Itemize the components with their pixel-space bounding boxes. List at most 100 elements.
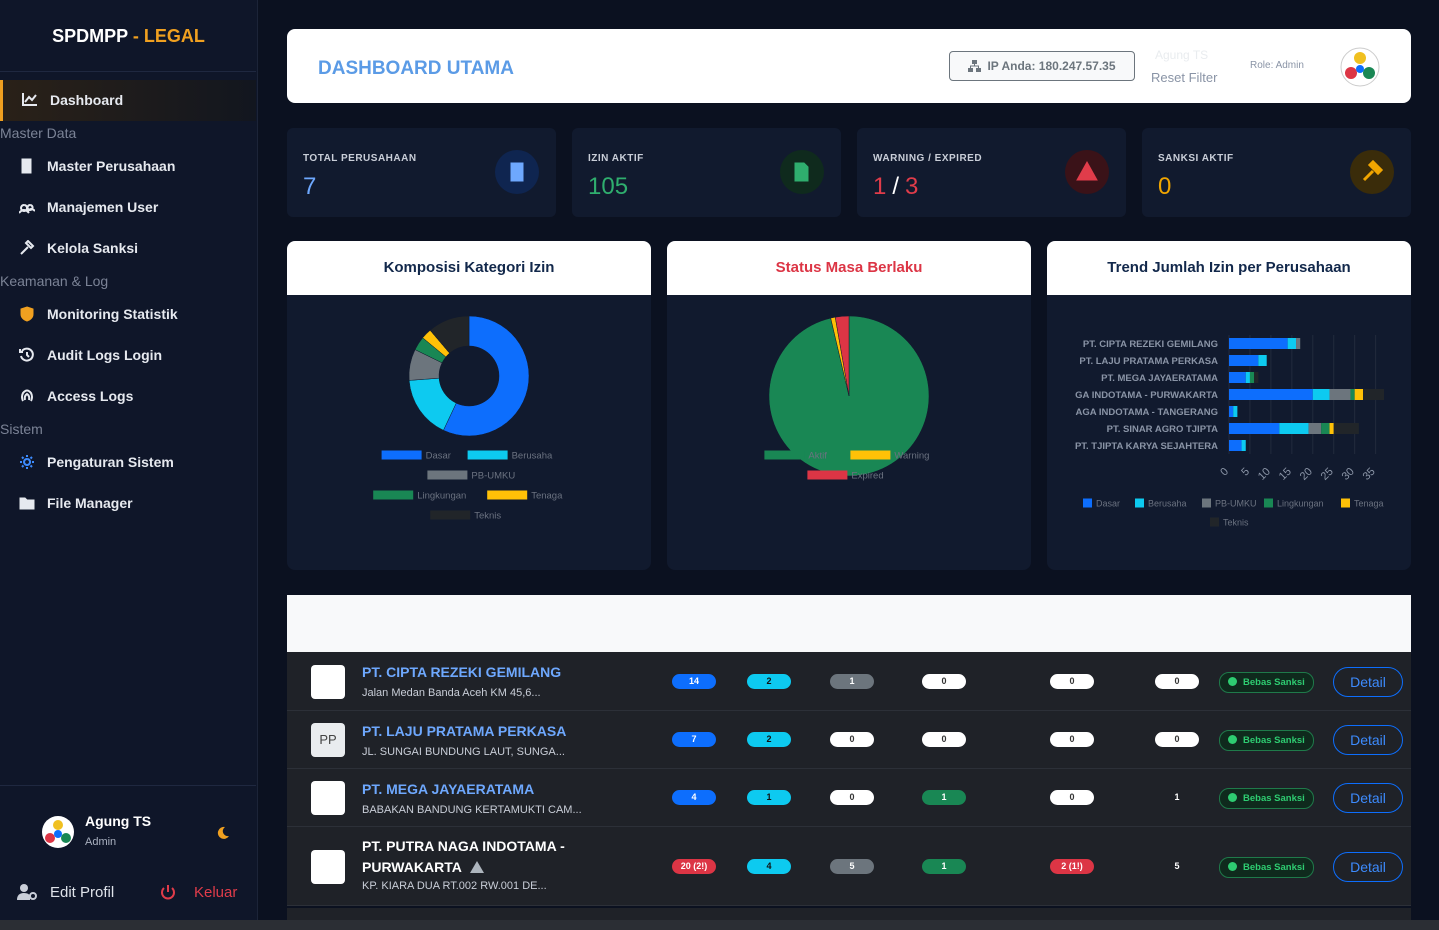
chart-title: Status Masa Berlaku: [667, 241, 1031, 295]
legend-swatch: [467, 450, 508, 460]
nav-label[interactable]: Audit Logs Login: [47, 347, 163, 363]
count-badge: 0: [922, 732, 966, 747]
bar: [1279, 423, 1309, 434]
bar: [1254, 372, 1259, 383]
reset-filter[interactable]: Reset Filter: [1151, 70, 1218, 85]
table-row: PT. PUTRA NAGA INDOTAMA - PURWAKARTA KP. …: [287, 827, 1411, 906]
table-row: PP PT. LAJU PRATAMA PERKASA JL. SUNGAI BUN…: [287, 711, 1411, 769]
nav-item[interactable]: Pengaturan Sistem: [0, 442, 256, 483]
stat-card: IZIN AKTIF 105: [572, 128, 841, 217]
detail-button[interactable]: Detail: [1333, 725, 1403, 755]
y-tick-label: PT. CIPTA REZEKI GEMILANG: [1083, 339, 1218, 350]
nav-item[interactable]: Kelola Sanksi: [0, 228, 256, 269]
detail-button[interactable]: Detail: [1333, 851, 1403, 882]
count-badge: 0: [830, 790, 874, 805]
nav-label[interactable]: Manajemen User: [47, 199, 159, 215]
nav-icon: [20, 240, 35, 255]
count-badge: 2: [747, 732, 791, 747]
legend-swatch: [430, 510, 471, 520]
nav-icon: [19, 204, 35, 214]
scrollbar: [0, 920, 1439, 930]
nav-label[interactable]: Kelola Sanksi: [47, 240, 139, 256]
legend-label: Berusaha: [1148, 499, 1187, 509]
company-name[interactable]: PT. MEGA JAYAERATAMA: [362, 781, 535, 797]
count-badge: 2: [747, 673, 791, 689]
company-name[interactable]: PT. CIPTA REZEKI GEMILANG: [362, 664, 562, 680]
bar: [1329, 423, 1334, 434]
company-name[interactable]: PT. PUTRA NAGA INDOTAMA - PURWAKARTA: [362, 838, 565, 875]
company-logo: PP: [311, 723, 345, 757]
bar: [1312, 389, 1330, 400]
company-logo: [311, 781, 345, 815]
detail-button[interactable]: Detail: [1333, 783, 1403, 813]
icon-shape: [1362, 159, 1384, 182]
company-address: JL. SUNGAI BUNDUNG LAUT, SUNGA...: [362, 746, 565, 758]
logout[interactable]: Keluar: [194, 884, 238, 901]
header: DASHBOARD UTAMA IP Anda: 180.247.57.35 A…: [287, 29, 1411, 103]
x-tick-label: 25: [1319, 466, 1336, 483]
legend-label: Tenaga: [531, 491, 563, 502]
legend-swatch: [373, 490, 414, 500]
count-badge: 5: [1174, 860, 1180, 871]
slice: [443, 315, 530, 437]
x-tick-label: 30: [1340, 466, 1357, 483]
icon-shape: [794, 162, 809, 182]
legend-label: Dasar: [1096, 499, 1120, 509]
company-name[interactable]: PT. LAJU PRATAMA PERKASA: [362, 723, 567, 739]
edit-profile[interactable]: Edit Profil: [50, 884, 115, 901]
nav-label[interactable]: Pengaturan Sistem: [47, 454, 174, 470]
chart: 0 5 10 15 20 25 30 35 PT. CIPTA REZEKI GEMILANG P…: [1075, 335, 1384, 528]
icon-shape: [21, 158, 32, 174]
legend-swatch: [1264, 498, 1273, 508]
bar: [1296, 338, 1301, 349]
nav-label[interactable]: Dashboard: [50, 92, 124, 108]
status-text: Bebas Sanksi: [1243, 793, 1305, 804]
legend-label: PB-UMKU: [471, 471, 515, 482]
legend-swatch: [1083, 498, 1092, 508]
count-badge: 1: [922, 790, 966, 805]
nav-item[interactable]: Monitoring Statistik: [0, 294, 256, 335]
chart-card: Status Masa Berlaku Aktif Warning Expired: [667, 241, 1031, 570]
status-badge: Bebas Sanksi: [1219, 730, 1314, 751]
network-icon: [968, 60, 982, 72]
icon-shape: [20, 306, 34, 322]
nav-label[interactable]: Master Perusahaan: [47, 158, 176, 174]
stat-expired: 3: [905, 173, 919, 200]
bar: [1229, 372, 1246, 383]
divider: [0, 71, 256, 72]
edit-profile-icon: [17, 884, 37, 900]
slice: [429, 315, 470, 354]
legend-label: Lingkungan: [417, 491, 466, 502]
header-avatar[interactable]: [1340, 47, 1380, 87]
nav-label[interactable]: Monitoring Statistik: [47, 306, 178, 322]
bar: [1233, 406, 1238, 417]
nav-item[interactable]: Audit Logs Login: [0, 335, 256, 376]
count-badge: 2 (1!): [1050, 858, 1094, 874]
nav-label[interactable]: File Manager: [47, 495, 133, 511]
nav-label[interactable]: Access Logs: [47, 388, 134, 404]
nav-item[interactable]: File Manager: [0, 483, 256, 524]
legend-swatch: [850, 450, 891, 460]
x-tick-label: 10: [1256, 466, 1273, 483]
stat-icon: [780, 150, 824, 194]
legend-label: Dasar: [426, 451, 451, 462]
stat-value: 7: [303, 173, 317, 200]
legend-label: Lingkungan: [1277, 499, 1324, 509]
bar: [1350, 389, 1355, 400]
legend-label: Warning: [894, 451, 929, 462]
page-title: DASHBOARD UTAMA: [318, 58, 514, 79]
theme-toggle[interactable]: [216, 826, 230, 840]
stat-value: 0: [1158, 173, 1172, 200]
icon-shape: [20, 240, 35, 255]
count-badge: 1: [1174, 792, 1180, 802]
stat-label: WARNING / EXPIRED: [873, 153, 983, 164]
check-icon: [1228, 861, 1237, 871]
nav-item[interactable]: Dashboard: [0, 79, 256, 121]
nav-item[interactable]: Manajemen User: [0, 187, 256, 228]
count-badge: 1: [830, 673, 874, 689]
nav-item[interactable]: Access Logs: [0, 376, 256, 417]
nav-item[interactable]: Master Perusahaan: [0, 146, 256, 187]
detail-button[interactable]: Detail: [1333, 666, 1403, 697]
brand-suffix: - LEGAL: [132, 26, 205, 46]
check-icon: [1228, 793, 1237, 802]
